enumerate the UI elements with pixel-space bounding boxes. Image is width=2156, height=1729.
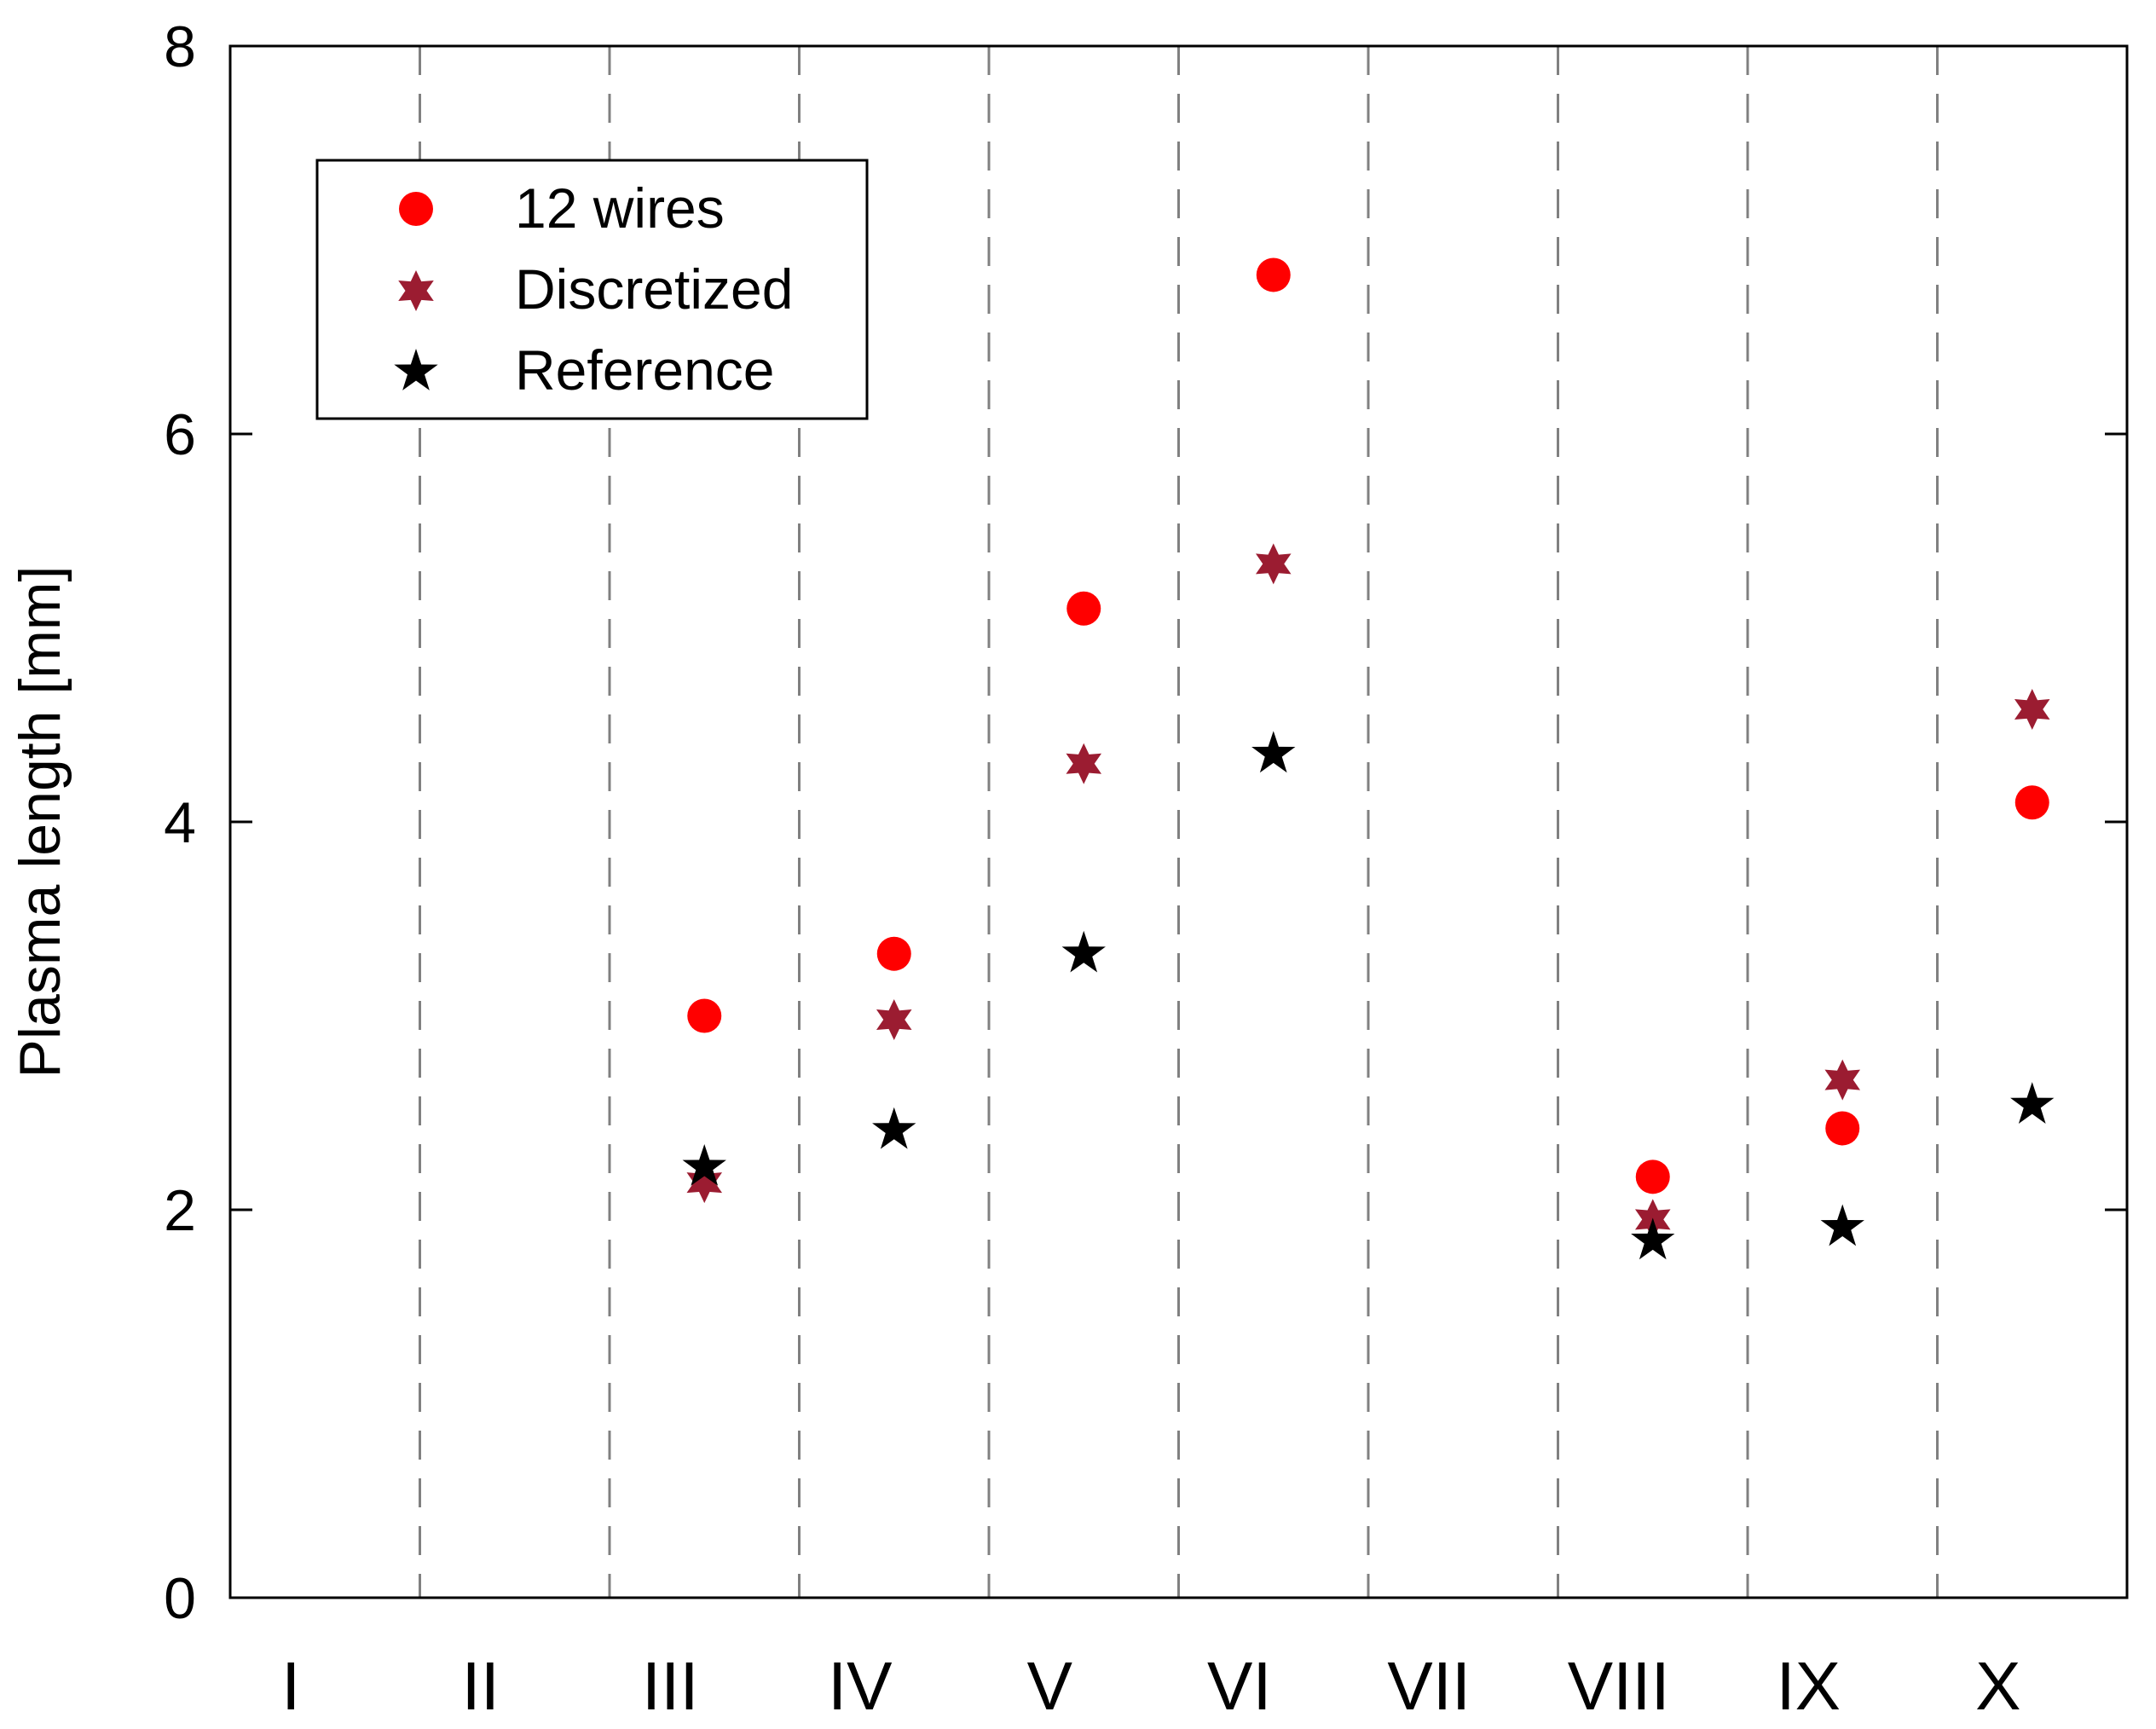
point-reference-VIII (1631, 1217, 1675, 1260)
legend-label-reference: Reference (515, 338, 775, 402)
y-tick-label-4: 4 (164, 790, 196, 855)
point-12-wires-IX (1825, 1111, 1860, 1146)
x-tick-label-I: I (281, 1648, 300, 1724)
y-tick-label-0: 0 (164, 1566, 196, 1631)
y-axis-label: Plasma length [mm] (8, 566, 72, 1078)
x-tick-label-VIII: VIII (1568, 1648, 1670, 1724)
legend-markers (394, 192, 438, 390)
point-12-wires-VI (1256, 257, 1291, 292)
y-tick-label-8: 8 (164, 14, 196, 79)
point-reference-X (2010, 1082, 2055, 1124)
point-reference-IX (1820, 1204, 1864, 1246)
point-reference-IV (872, 1107, 916, 1149)
point-reference-V (1061, 930, 1106, 973)
point-discretized-IV (876, 999, 912, 1041)
data-points (682, 257, 2055, 1260)
point-discretized-X (2014, 689, 2050, 731)
legend-marker-reference (394, 349, 438, 390)
point-12-wires-X (2014, 785, 2049, 820)
point-reference-III (682, 1143, 726, 1186)
point-reference-VI (1251, 731, 1296, 773)
point-discretized-VI (1255, 543, 1292, 585)
y-tick-label-6: 6 (164, 402, 196, 467)
x-tick-label-IX: IX (1776, 1648, 1841, 1724)
legend-label-12-wires: 12 wires (515, 176, 725, 240)
x-tick-label-IV: IV (828, 1648, 893, 1724)
y-tick-label-2: 2 (164, 1178, 196, 1243)
point-12-wires-VIII (1635, 1159, 1670, 1194)
x-tick-label-V: V (1027, 1648, 1073, 1724)
y-tick-labels: 0 2 4 6 8 (164, 14, 196, 1631)
axis-ticks (230, 44, 2127, 1599)
point-discretized-V (1066, 743, 1102, 784)
x-tick-label-VII: VII (1387, 1648, 1471, 1724)
point-12-wires-IV (876, 936, 911, 971)
legend: 12 wires Discretized Reference (315, 159, 869, 420)
x-tick-label-III: III (642, 1648, 699, 1724)
x-tick-labels: I II III IV V VI VII VIII IX X (281, 1648, 2020, 1724)
legend-marker-12-wires (399, 192, 433, 226)
legend-label-discretized: Discretized (515, 257, 793, 321)
point-discretized-III (686, 1162, 723, 1204)
x-tick-label-X: X (1975, 1648, 2020, 1724)
point-12-wires-III (687, 998, 722, 1033)
point-discretized-IX (1824, 1059, 1861, 1101)
x-tick-label-VI: VI (1207, 1648, 1272, 1724)
x-tick-label-II: II (462, 1648, 500, 1724)
legend-marker-discretized (398, 270, 434, 311)
point-12-wires-V (1066, 591, 1101, 626)
